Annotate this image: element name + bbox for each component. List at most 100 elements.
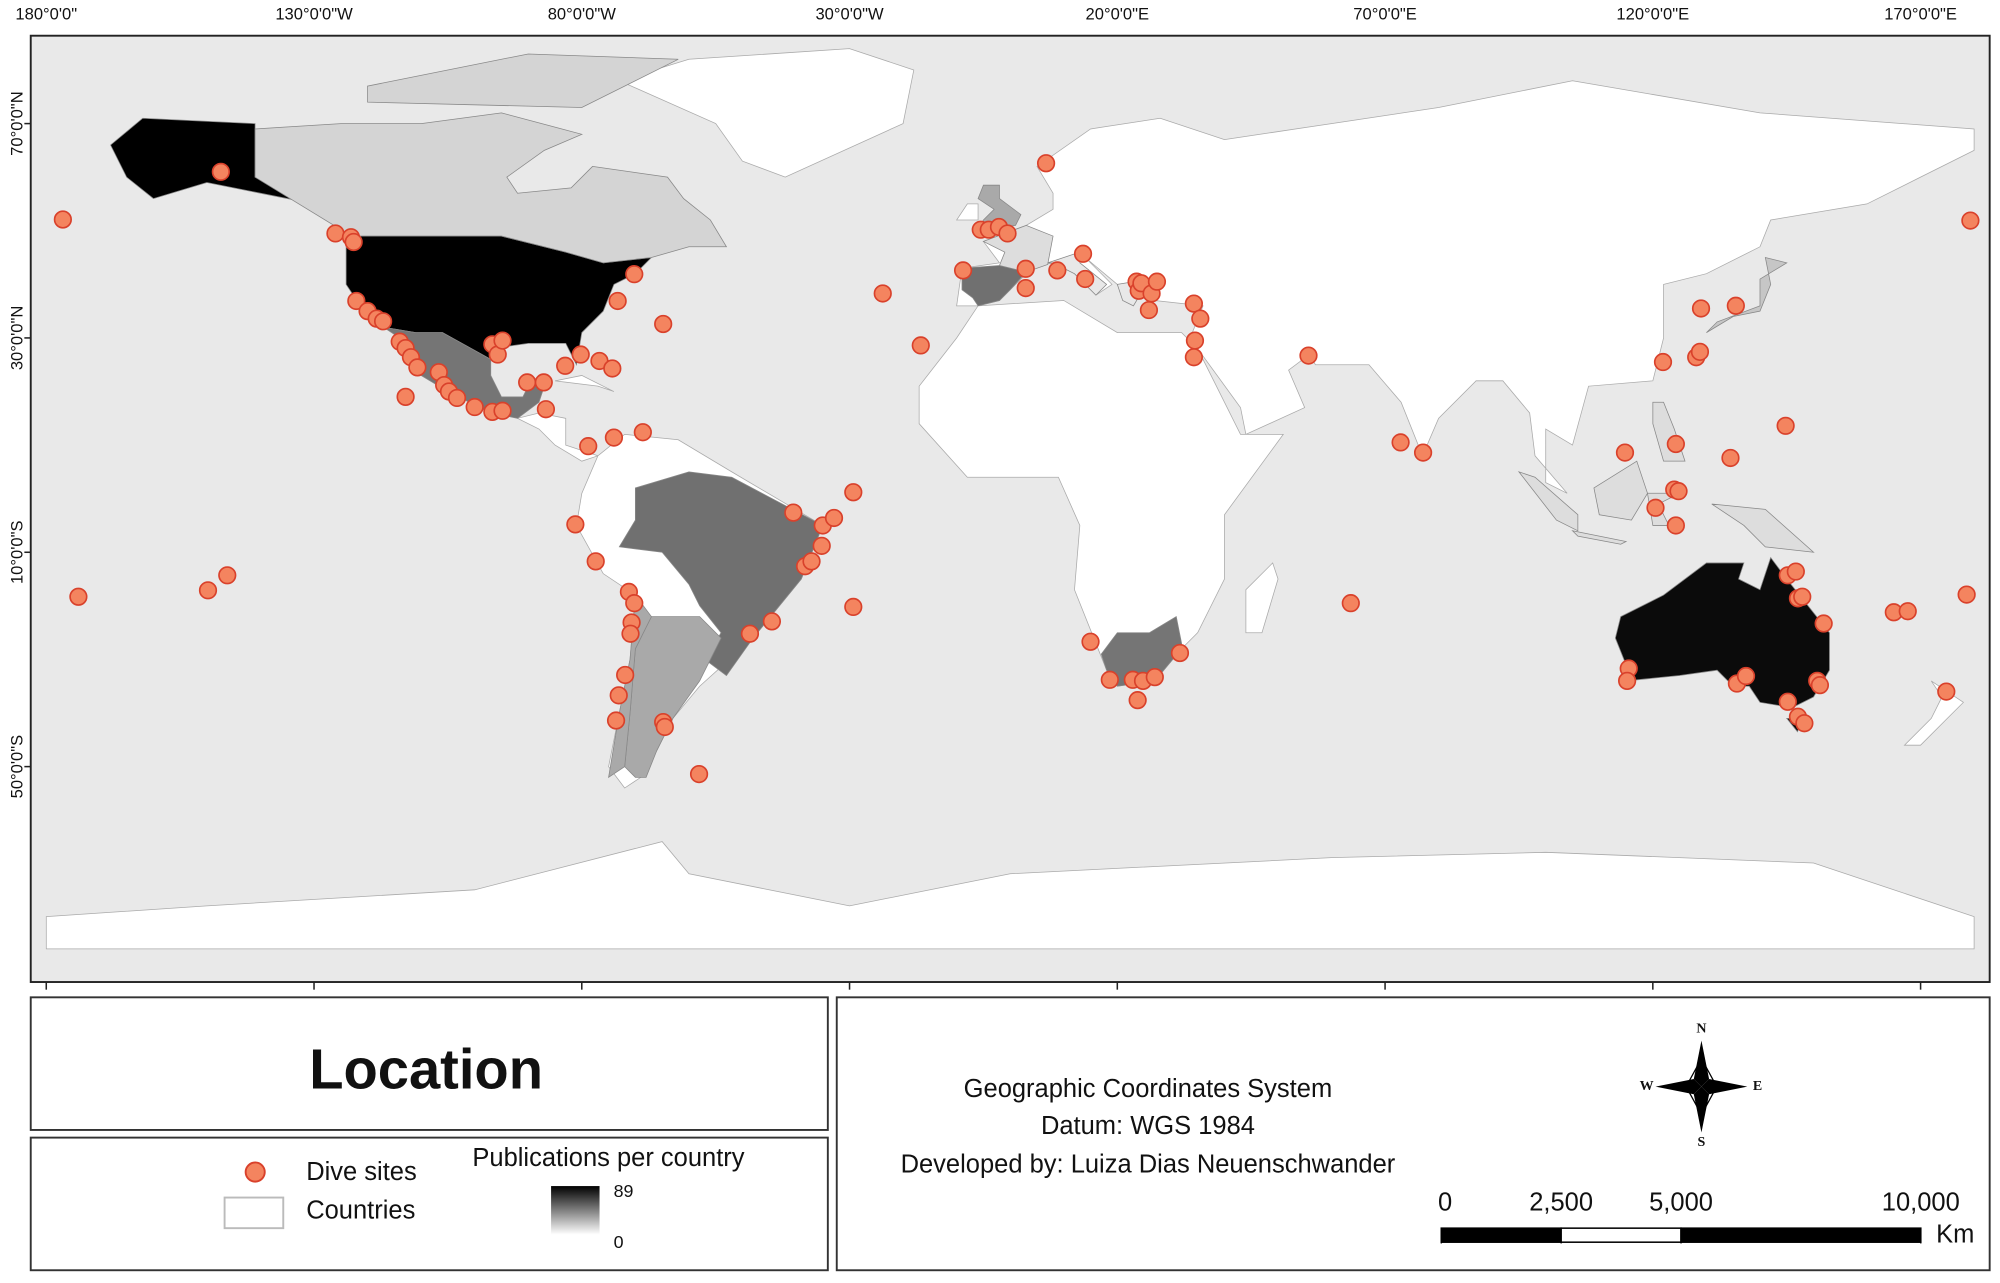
dive-site (1618, 671, 1637, 690)
dive-site (998, 224, 1017, 243)
dive-site (689, 764, 709, 784)
dive-site (1898, 602, 1917, 621)
country (1614, 556, 1830, 709)
dive-site (604, 428, 624, 447)
legend-countries: Countries (306, 1196, 415, 1224)
dive-site (1961, 211, 1980, 230)
dive-site (616, 665, 635, 685)
dive-site (53, 210, 72, 229)
scale-label: 10,000 (1882, 1189, 1960, 1217)
dive-site (447, 388, 467, 408)
dive-site (326, 224, 345, 243)
dive-site (1299, 346, 1318, 365)
dive-site (802, 552, 821, 571)
x-tick-label: 70°0'0"E (1353, 5, 1417, 24)
dive-site (911, 336, 930, 355)
country (1593, 460, 1648, 521)
dive-site (1666, 434, 1685, 454)
dive-site (1653, 352, 1673, 372)
dive-site (1048, 261, 1067, 280)
country (254, 112, 728, 264)
dive-site (1016, 259, 1035, 278)
dive-site (1191, 309, 1210, 328)
dive-site (1721, 448, 1740, 468)
legend-dive-sites: Dive sites (306, 1158, 417, 1186)
dive-site (655, 717, 674, 737)
scale-segment (1680, 1227, 1922, 1243)
country (1571, 530, 1628, 545)
dive-site (1184, 348, 1204, 367)
dive-site (218, 566, 237, 585)
dive-site (1036, 154, 1056, 173)
info-panel (835, 996, 1991, 1272)
dive-site (493, 331, 512, 350)
legend-ramp (551, 1186, 600, 1235)
dive-site (740, 624, 760, 643)
dive-site (1184, 294, 1204, 313)
dive-site (1081, 632, 1100, 651)
dive-site (873, 284, 892, 303)
dive-site (1726, 296, 1745, 315)
dive-site (198, 581, 218, 600)
dive-site (579, 437, 598, 456)
legend-dive-symbol (244, 1161, 266, 1183)
compass (1655, 1040, 1748, 1133)
dive-site (1413, 443, 1433, 462)
dive-site (812, 536, 831, 555)
dive-site (1391, 433, 1410, 452)
legend-min: 0 (614, 1232, 624, 1252)
land (618, 48, 915, 178)
land (45, 841, 1975, 950)
dive-site (625, 594, 644, 613)
legend-publications-title: Publications per country (472, 1144, 744, 1172)
legend-panel (29, 1136, 829, 1272)
dive-site (609, 686, 628, 705)
dive-site (625, 265, 644, 284)
info-line: Datum: WGS 1984 (1041, 1112, 1255, 1140)
dive-site (1795, 714, 1814, 733)
dive-site (1139, 300, 1159, 320)
dive-site (1073, 244, 1093, 263)
y-tick-label: 30°0'0"N (7, 306, 26, 370)
dive-site (608, 291, 627, 311)
land (554, 375, 615, 392)
dive-site (566, 515, 585, 534)
dive-site (953, 261, 973, 280)
dive-site (1666, 516, 1685, 535)
dive-site (408, 358, 427, 377)
scale-label: 2,500 (1529, 1189, 1593, 1217)
dive-site (621, 624, 640, 643)
x-tick-label: 180°0'0" (15, 5, 77, 24)
country (367, 53, 679, 108)
dive-site (69, 587, 88, 606)
land (918, 300, 1285, 687)
land-layer (45, 48, 1975, 950)
title-panel (29, 996, 829, 1131)
map-frame (29, 34, 1991, 983)
map-title: Location (309, 1038, 543, 1101)
dive-site (654, 314, 673, 334)
dive-site (1128, 691, 1147, 710)
info-line: Developed by: Luiza Dias Neuenschwander (901, 1150, 1396, 1178)
dive-site (1076, 269, 1095, 289)
dive-site (824, 508, 844, 528)
compass-w: W (1640, 1079, 1654, 1094)
y-tick-label: 70°0'0"N (7, 91, 26, 155)
dive-site (606, 711, 626, 730)
dive-site (211, 162, 230, 181)
scale-unit: Km (1936, 1221, 1974, 1249)
land (955, 203, 979, 221)
dive-site (1646, 498, 1665, 517)
y-tick-label: 10°0'0"S (7, 520, 26, 584)
dive-site (1147, 272, 1167, 291)
dive-site (1786, 562, 1805, 581)
dive-site (1736, 666, 1756, 686)
dive-site (1937, 682, 1956, 701)
dive-site (1669, 482, 1688, 501)
dive-site (1778, 692, 1797, 711)
dive-site (1185, 331, 1205, 350)
dive-site (1615, 443, 1635, 462)
dive-site (1776, 416, 1795, 435)
dive-site (518, 373, 537, 392)
